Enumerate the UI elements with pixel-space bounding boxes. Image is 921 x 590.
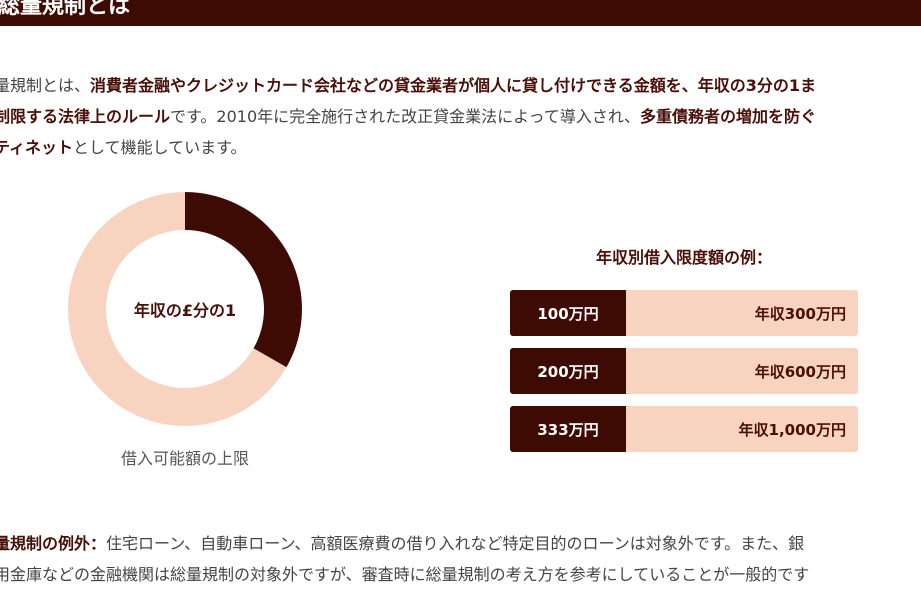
donut-caption: 借入可能額の上限 xyxy=(120,449,249,468)
donut-slice-remaining xyxy=(68,192,287,426)
intro-text-1: 量規制とは、 xyxy=(0,76,91,95)
donut-chart-svg xyxy=(68,192,302,426)
section-title: 総量規制とは xyxy=(0,0,131,19)
example-row: 100万円 年収300万円 xyxy=(510,290,858,336)
donut-center-label: 年収の£分の1 xyxy=(133,301,237,320)
example-amount: 100万円 xyxy=(510,290,626,336)
intro-text-2: です。2010年に完全施行された改正貸金業法によって導入され、 xyxy=(170,107,641,126)
intro-emphasis-4: ティネット xyxy=(0,138,74,157)
example-amount: 333万円 xyxy=(510,406,626,452)
example-row: 333万円 年収1,000万円 xyxy=(510,406,858,452)
intro-paragraph: 量規制とは、消費者金融やクレジットカード会社などの貸金業者が個人に貸し付けできる… xyxy=(0,70,921,163)
example-income: 年収600万円 xyxy=(754,362,846,381)
examples-title: 年収別借入限度額の例： xyxy=(595,248,772,267)
intro-line-2: 制限する法律上のルールです。2010年に完全施行された改正貸金業法によって導入さ… xyxy=(0,101,921,132)
donut-slice-filled xyxy=(185,192,302,368)
example-income: 年収300万円 xyxy=(754,304,846,323)
exceptions-text-2: 用金庫などの金融機関は総量規制の対象外ですが、審査時に総量規制の考え方を参考にし… xyxy=(0,565,810,584)
intro-line-3: ティネットとして機能しています。 xyxy=(0,132,921,163)
intro-text-3: として機能しています。 xyxy=(73,138,247,157)
exceptions-label: 量規制の例外： xyxy=(0,534,107,553)
intro-line-1: 量規制とは、消費者金融やクレジットカード会社などの貸金業者が個人に貸し付けできる… xyxy=(0,70,921,101)
donut-chart: 年収の£分の1 xyxy=(68,192,302,426)
exceptions-text-1: 住宅ローン、自動車ローン、高額医療費の借り入れなど特定目的のローンは対象外です。… xyxy=(106,534,805,553)
exceptions-line-2: 用金庫などの金融機関は総量規制の対象外ですが、審査時に総量規制の考え方を参考にし… xyxy=(0,559,921,590)
exceptions-line-1: 量規制の例外：住宅ローン、自動車ローン、高額医療費の借り入れなど特定目的のローン… xyxy=(0,528,921,559)
section-header-bar: 総量規制とは xyxy=(0,0,921,26)
intro-emphasis-1: 消費者金融やクレジットカード会社などの貸金業者が個人に貸し付けできる金額を、年収… xyxy=(90,76,816,95)
intro-emphasis-2: 制限する法律上のルール xyxy=(0,107,171,126)
example-row: 200万円 年収600万円 xyxy=(510,348,858,394)
intro-emphasis-3: 多重債務者の増加を防ぐ xyxy=(640,107,817,126)
example-income: 年収1,000万円 xyxy=(738,420,846,439)
exceptions-paragraph: 量規制の例外：住宅ローン、自動車ローン、高額医療費の借り入れなど特定目的のローン… xyxy=(0,528,921,590)
example-amount: 200万円 xyxy=(510,348,626,394)
